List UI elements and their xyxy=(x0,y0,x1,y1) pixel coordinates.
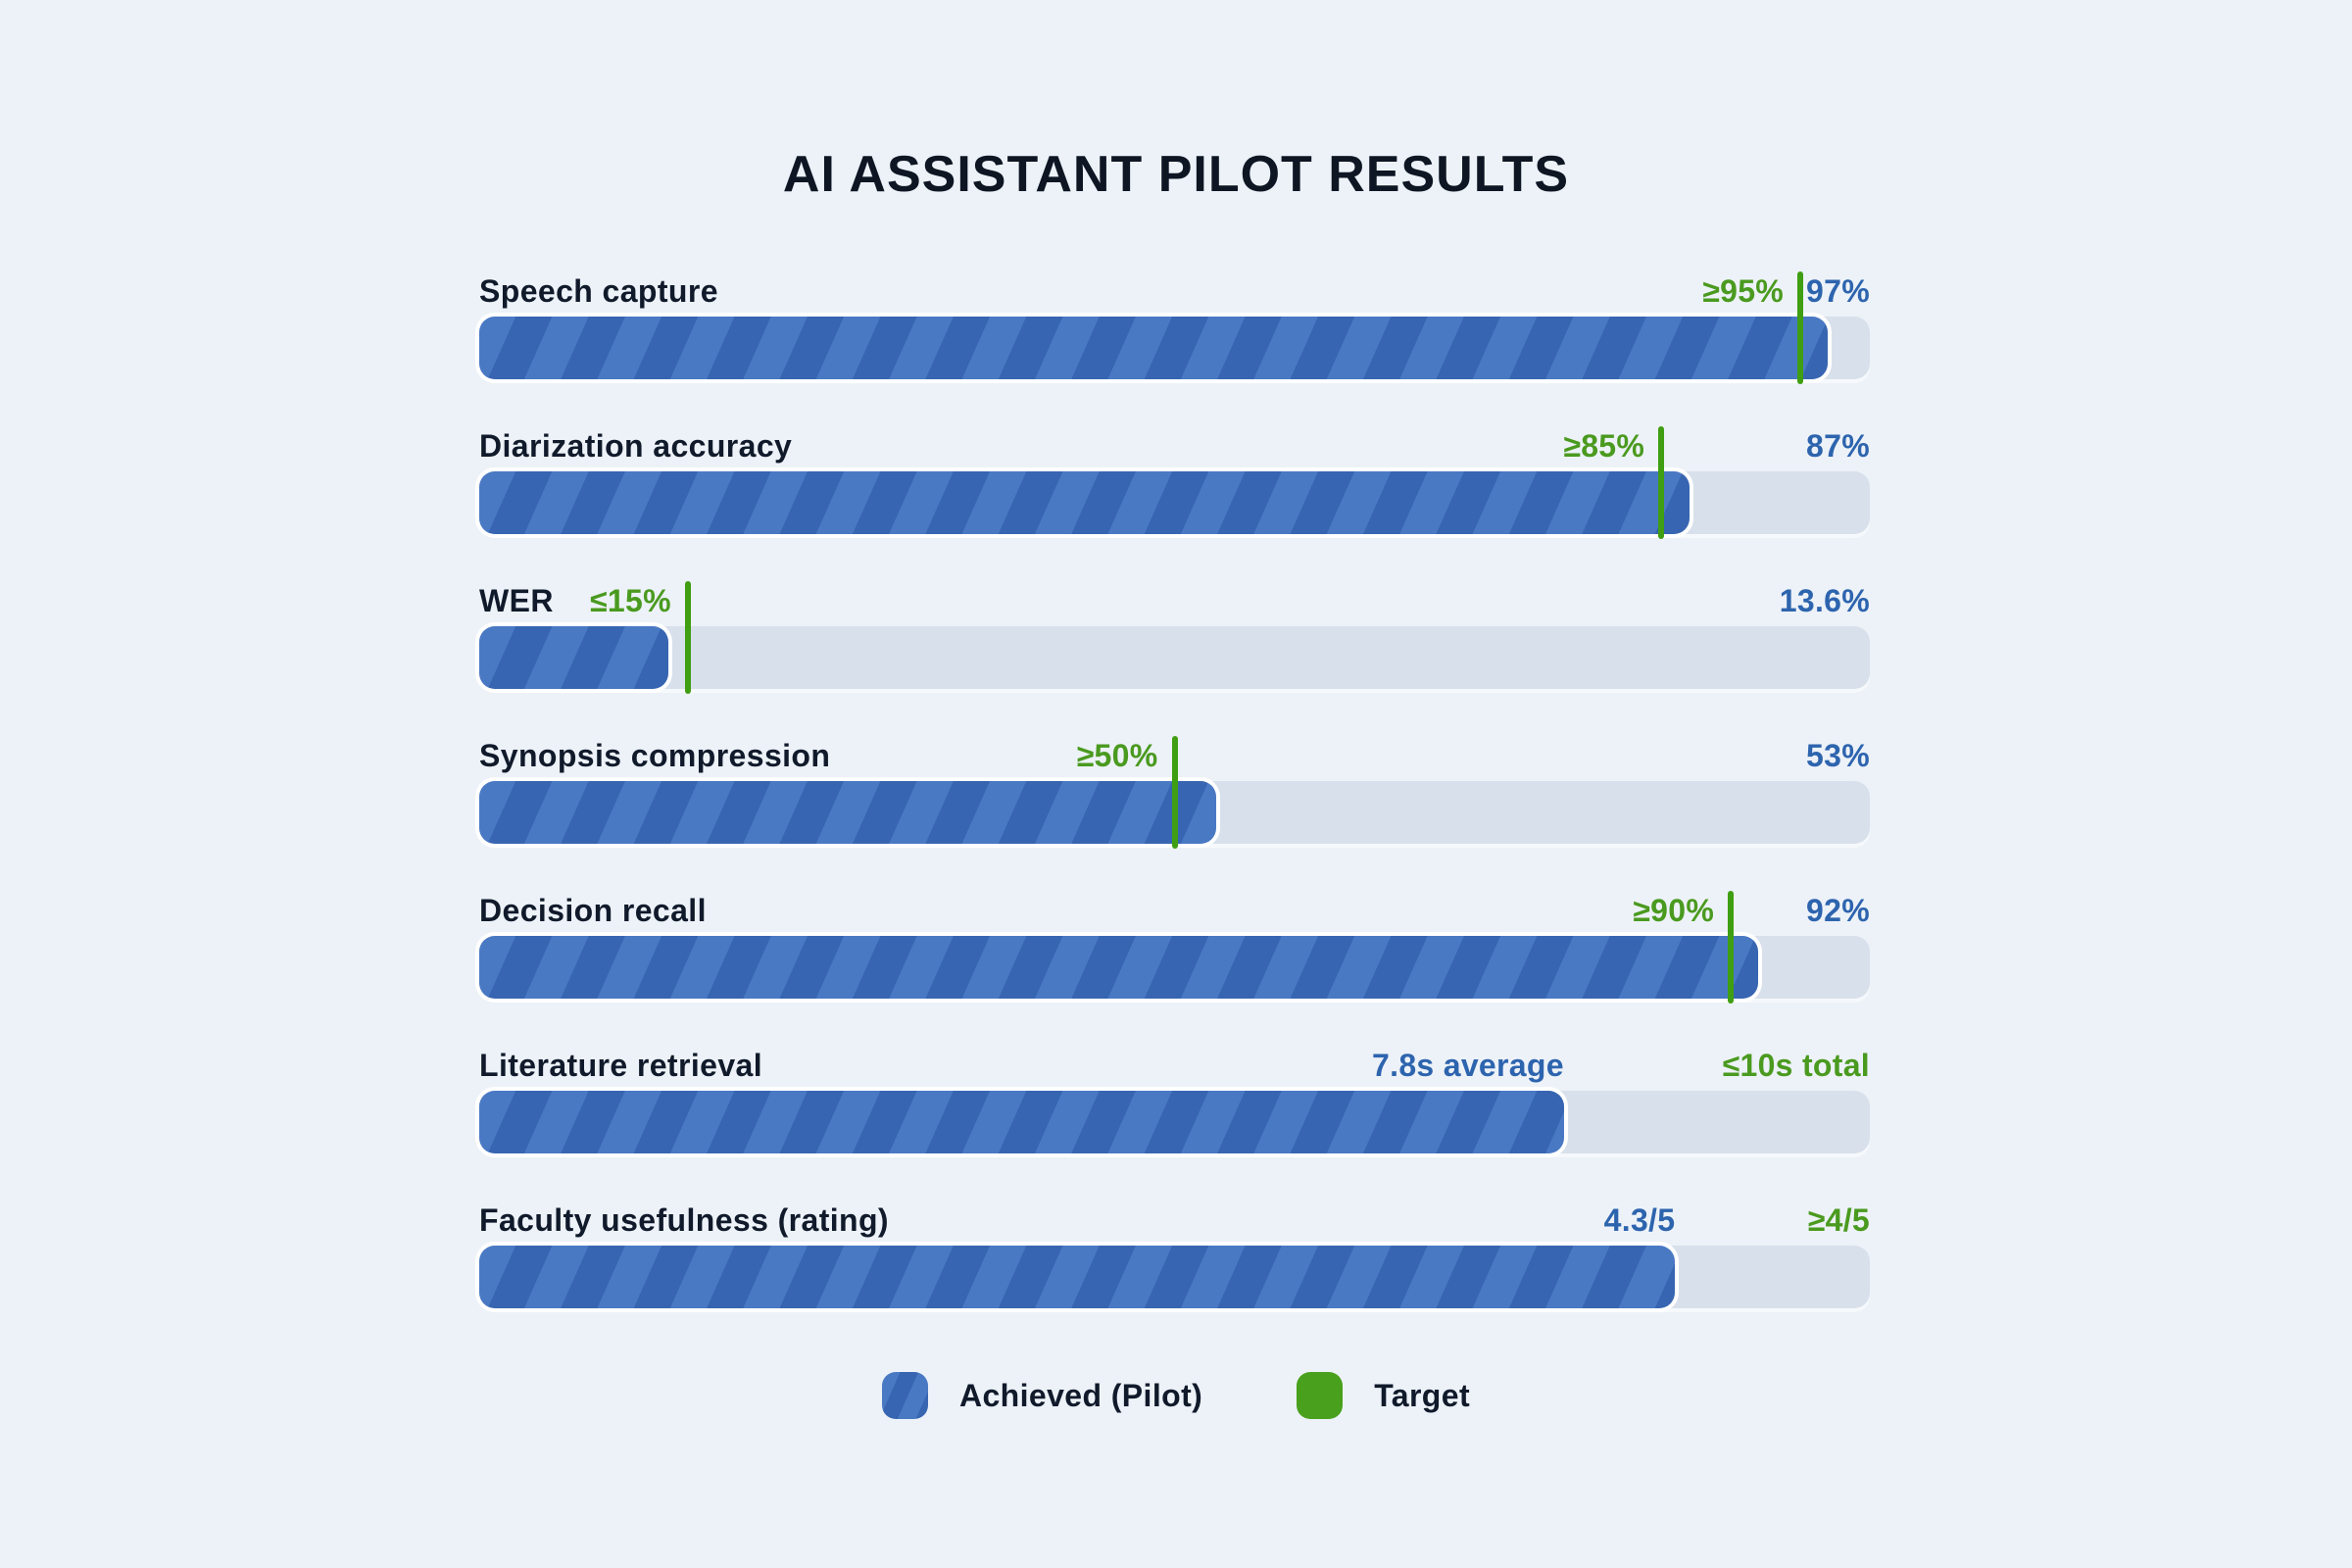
metric-label: WER xyxy=(479,583,554,618)
metric-row: Speech capture ≥95% 97% xyxy=(479,271,1870,426)
target-value-label: ≥95% xyxy=(1702,273,1785,309)
achieved-bar xyxy=(479,781,1217,844)
bar-track xyxy=(479,626,1870,689)
metric-row: Literature retrieval ≤10s total 7.8s avera… xyxy=(479,1046,1870,1200)
metric-row-header: Decision recall ≥90% 92% xyxy=(479,891,1870,936)
metric-row-header: Literature retrieval ≤10s total 7.8s avera… xyxy=(479,1046,1870,1091)
bar-track xyxy=(479,936,1870,999)
bar-track xyxy=(479,317,1870,379)
metric-row: Diarization accuracy ≥85% 87% xyxy=(479,426,1870,581)
achieved-value-label: 97% xyxy=(1806,273,1870,309)
metric-row: Faculty usefulness (rating) ≥4/5 4.3/5 xyxy=(479,1200,1870,1355)
legend: Achieved (Pilot) Target xyxy=(0,1372,2352,1419)
target-marker-line xyxy=(1797,271,1804,384)
metric-label: Decision recall xyxy=(479,893,707,928)
achieved-bar xyxy=(479,936,1759,999)
metric-row-header: Faculty usefulness (rating) ≥4/5 4.3/5 xyxy=(479,1200,1870,1246)
metric-label: Speech capture xyxy=(479,273,718,309)
achieved-bar xyxy=(479,317,1829,379)
achieved-value-label: 53% xyxy=(1806,738,1870,773)
achieved-bar xyxy=(479,1091,1564,1153)
metric-row-header: Diarization accuracy ≥85% 87% xyxy=(479,426,1870,471)
metric-row: Synopsis compression ≥50% 53% xyxy=(479,736,1870,891)
legend-label-target: Target xyxy=(1374,1377,1471,1413)
achieved-value-label: 87% xyxy=(1806,428,1870,464)
achieved-bar xyxy=(479,471,1690,534)
achieved-bar xyxy=(479,626,668,689)
target-marker-line xyxy=(684,581,691,694)
metric-row: Decision recall ≥90% 92% xyxy=(479,891,1870,1046)
metric-row-header: Speech capture ≥95% 97% xyxy=(479,271,1870,317)
metric-label: Faculty usefulness (rating) xyxy=(479,1202,889,1238)
achieved-bar xyxy=(479,1246,1676,1308)
metric-label: Diarization accuracy xyxy=(479,428,793,464)
bar-chart: Speech capture ≥95% 97% Diarization accurac… xyxy=(479,271,1870,1355)
achieved-value-label: 7.8s average xyxy=(1372,1048,1564,1083)
target-value-label: ≥50% xyxy=(1076,738,1158,773)
target-marker-line xyxy=(1728,891,1735,1004)
legend-item-target: Target xyxy=(1297,1372,1470,1419)
target-marker-line xyxy=(1171,736,1178,849)
target-value-label: ≥85% xyxy=(1563,428,1645,464)
metric-row-header: Synopsis compression ≥50% 53% xyxy=(479,736,1870,781)
achieved-value-label: 4.3/5 xyxy=(1603,1202,1676,1238)
target-value-label: ≤10s total xyxy=(1722,1048,1870,1083)
metric-row: WER ≤15% 13.6% xyxy=(479,581,1870,736)
metric-row-header: WER ≤15% 13.6% xyxy=(479,581,1870,626)
target-swatch-icon xyxy=(1297,1372,1344,1419)
chart-title: AI ASSISTANT PILOT RESULTS xyxy=(782,146,1570,203)
target-value-label: ≥90% xyxy=(1633,893,1715,928)
bar-track xyxy=(479,1091,1870,1153)
bar-track xyxy=(479,1246,1870,1308)
metric-label: Synopsis compression xyxy=(479,738,831,773)
target-marker-line xyxy=(1658,426,1665,539)
metric-label: Literature retrieval xyxy=(479,1048,763,1083)
legend-item-achieved: Achieved (Pilot) xyxy=(881,1372,1203,1419)
achieved-value-label: 13.6% xyxy=(1779,583,1870,618)
target-value-label: ≥4/5 xyxy=(1807,1202,1870,1238)
achieved-value-label: 92% xyxy=(1806,893,1870,928)
bar-track xyxy=(479,471,1870,534)
achieved-swatch-icon xyxy=(881,1372,928,1419)
target-value-label: ≤15% xyxy=(590,583,671,618)
legend-label-achieved: Achieved (Pilot) xyxy=(958,1377,1203,1413)
